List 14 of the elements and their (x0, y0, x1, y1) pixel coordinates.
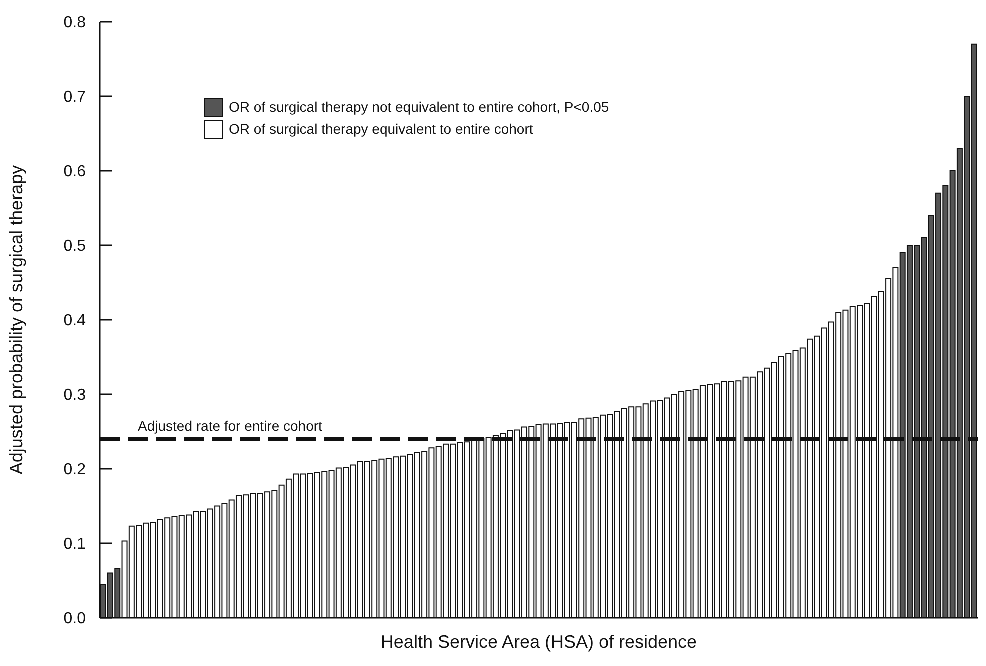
ref-line-label: Adjusted rate for entire cohort (138, 418, 323, 434)
y-tick-label: 0.4 (64, 312, 86, 330)
y-tick-label: 0.3 (64, 387, 86, 404)
y-tick-label: 0.2 (64, 462, 86, 479)
y-tick-label: 0.8 (64, 14, 86, 32)
y-tick-label: 0.0 (64, 610, 86, 628)
x-axis-title: Health Service Area (HSA) of residence (380, 632, 698, 652)
y-tick-label: 0.7 (64, 89, 86, 106)
y-tick-label: 0.5 (64, 238, 86, 256)
legend-label: OR of surgical therapy not equivalent to entire cohort, P<0.05 (229, 98, 610, 117)
legend-label: OR of surgical therapy equivalent to entire cohort (229, 120, 534, 139)
y-tick-label: 0.1 (64, 536, 86, 554)
y-tick-label: 0.6 (64, 164, 86, 181)
y-axis-title: Adjusted probability of surgical therapy (6, 165, 26, 475)
